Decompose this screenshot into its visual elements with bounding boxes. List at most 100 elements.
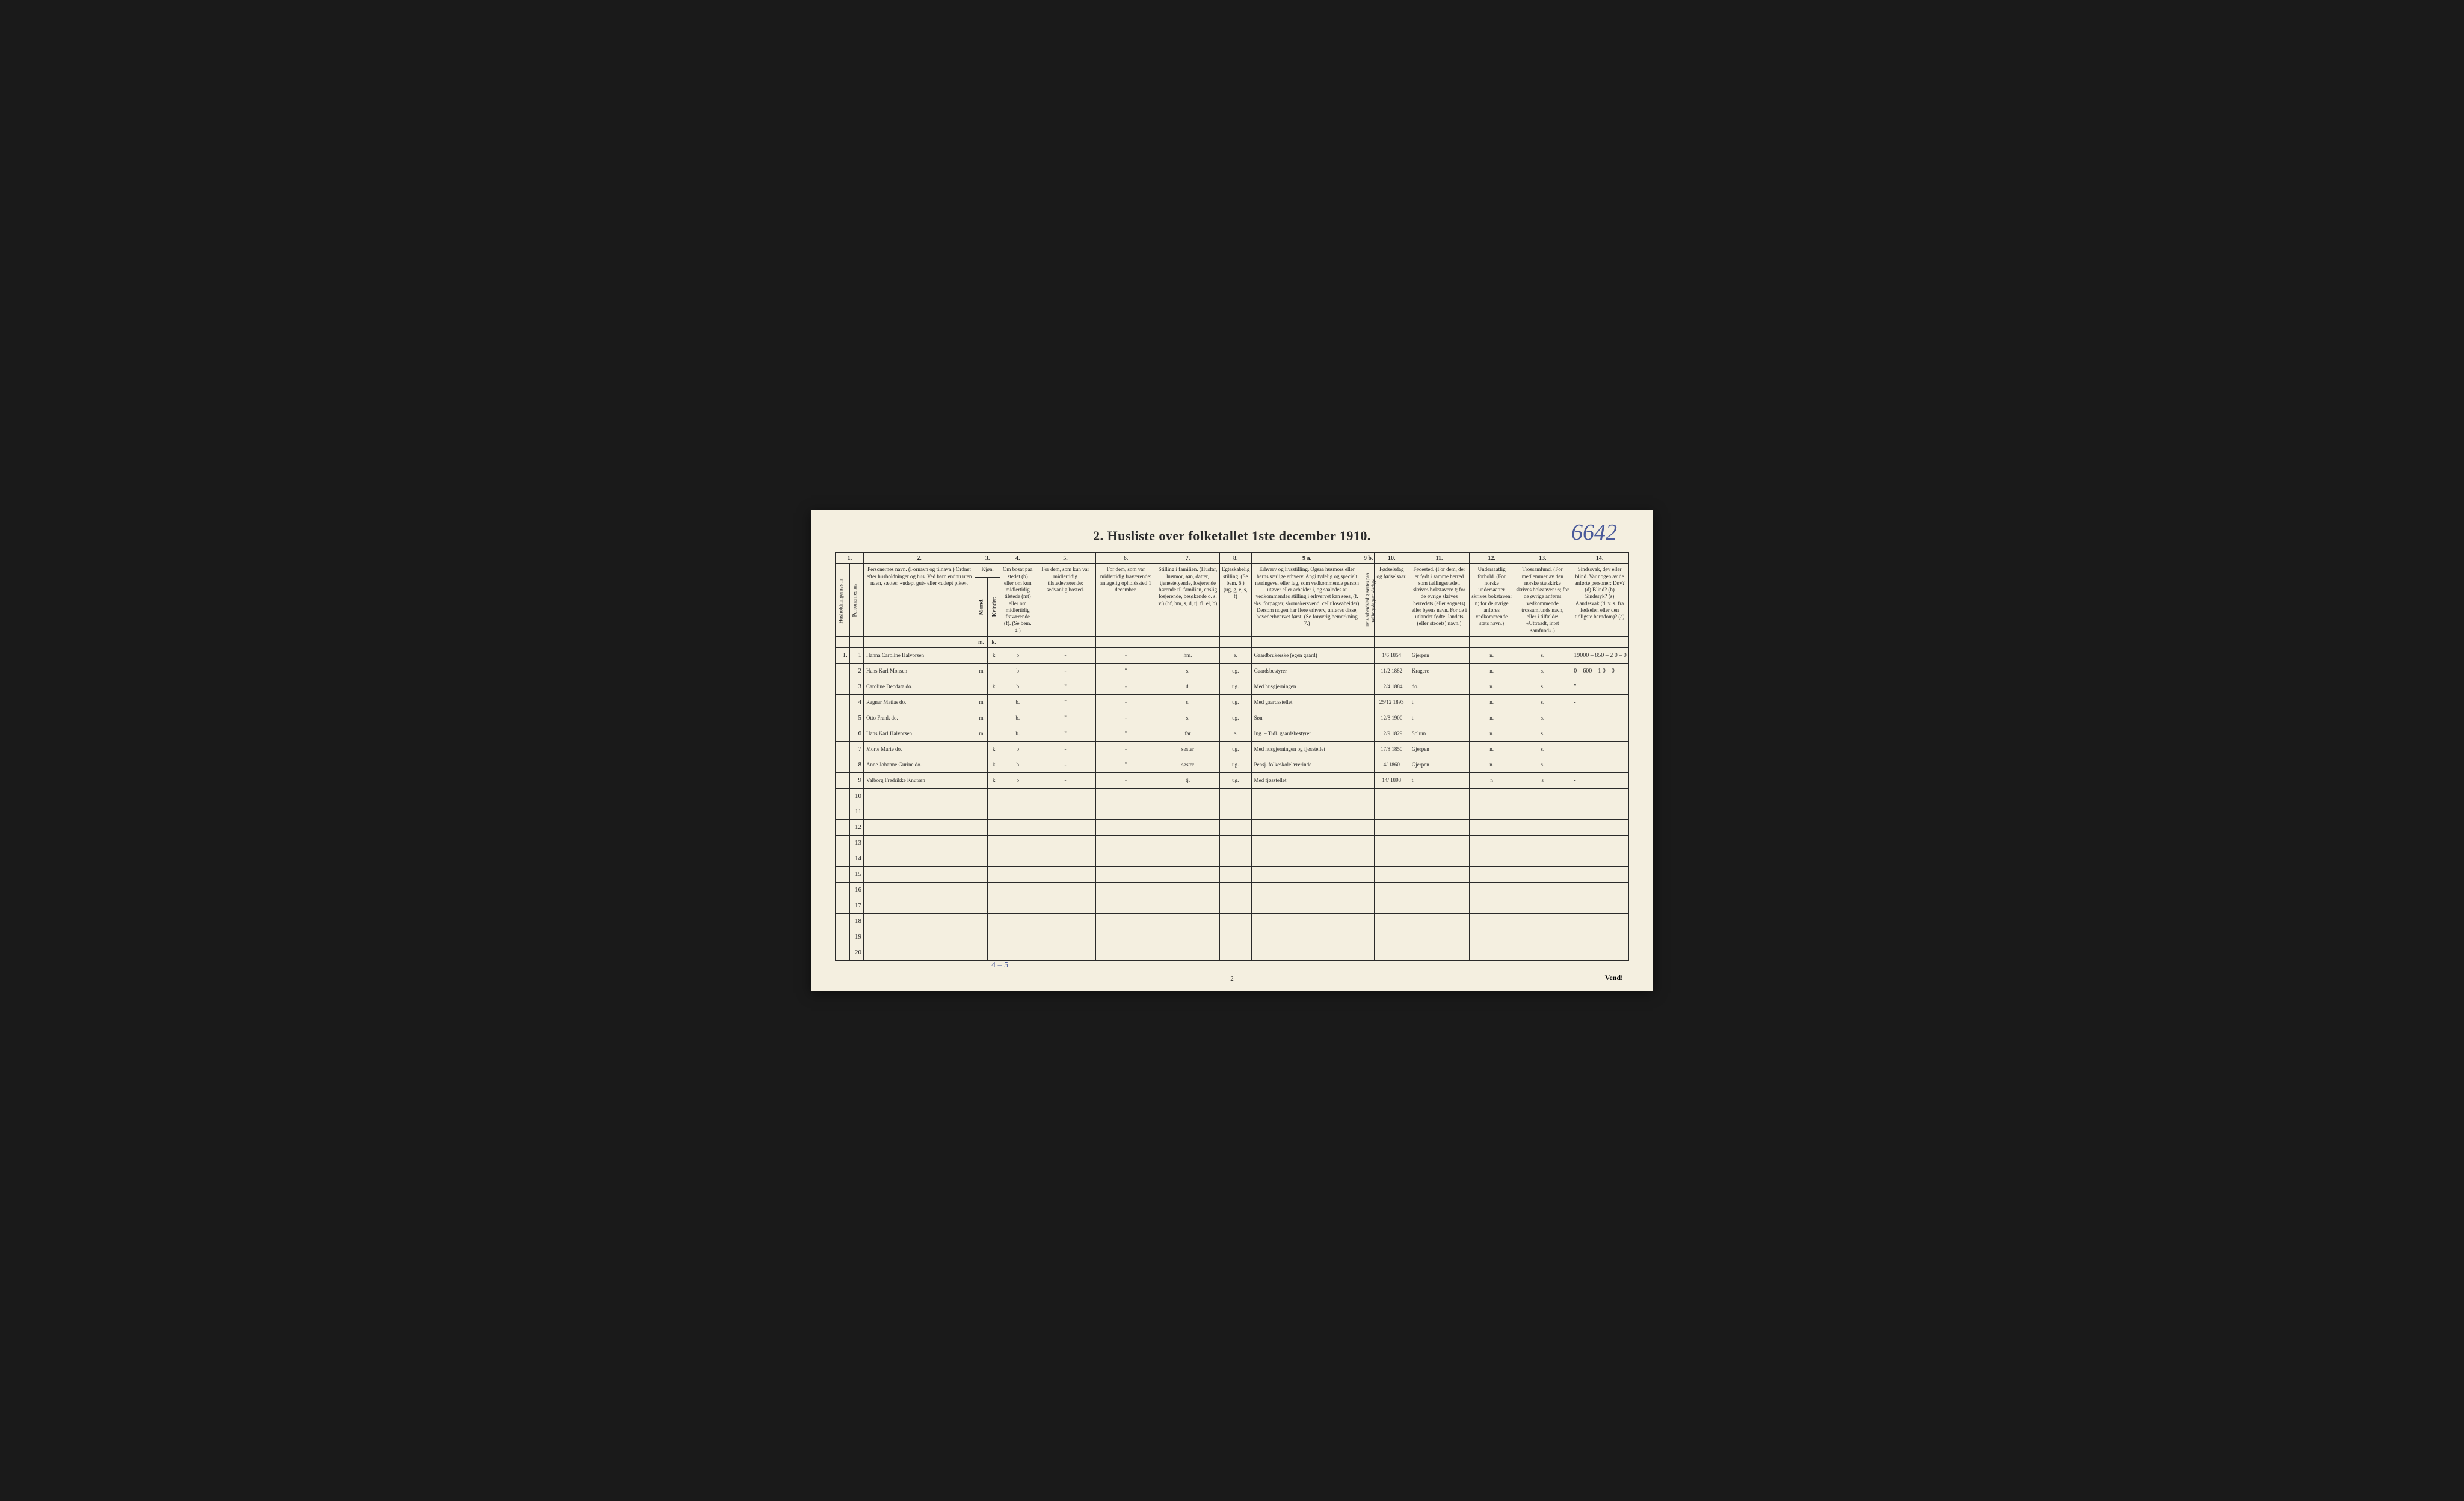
cell-household-nr: [836, 851, 849, 866]
cell-male: [975, 772, 987, 788]
cell-occupation: Gaardbrukerske (egen gaard): [1251, 647, 1363, 663]
cell-temp-present: -: [1035, 647, 1095, 663]
cell-disability: ": [1571, 679, 1628, 694]
table-row-empty: 13: [836, 835, 1628, 851]
cell-household-nr: [836, 694, 849, 710]
cell-religion: s.: [1514, 757, 1571, 772]
page-number-bottom: 2: [1230, 975, 1234, 982]
cell-temp-present: -: [1035, 741, 1095, 757]
cell-household-nr: [836, 929, 849, 945]
cell-family-pos: s.: [1156, 710, 1220, 726]
cell-nationality: n.: [1470, 694, 1514, 710]
cell-dob: 12/8 1900: [1374, 710, 1409, 726]
cell-occupation: Søn: [1251, 710, 1363, 726]
cell-household-nr: [836, 945, 849, 960]
cell-household-nr: [836, 804, 849, 819]
cell-household-nr: [836, 663, 849, 679]
hdr-religion: Trossamfund. (For medlemmer av den norsk…: [1514, 564, 1571, 637]
cell-name: Caroline Deodata do.: [864, 679, 975, 694]
cell-temp-absent: ": [1095, 757, 1156, 772]
cell-male: [975, 647, 987, 663]
cell-occupation: Pensj. folkeskolelærerinde: [1251, 757, 1363, 772]
cell-marital: ug.: [1219, 694, 1251, 710]
hdr-sex: Kjøn.: [975, 564, 1000, 577]
cell-occupation: Med husgjerningen og fjøsstellet: [1251, 741, 1363, 757]
cell-female: [988, 663, 1000, 679]
cell-name: Hanna Caroline Halvorsen: [864, 647, 975, 663]
cell-religion: s.: [1514, 741, 1571, 757]
cell-temp-absent: -: [1095, 694, 1156, 710]
cell-birthplace: Gjerpen: [1409, 647, 1469, 663]
cell-unemployed: [1363, 741, 1374, 757]
cell-unemployed: [1363, 647, 1374, 663]
cell-name: Otto Frank do.: [864, 710, 975, 726]
cell-dob: 25/12 1893: [1374, 694, 1409, 710]
cell-male: m: [975, 710, 987, 726]
cell-household-nr: [836, 726, 849, 741]
table-row-empty: 20: [836, 945, 1628, 960]
cell-person-nr: 3: [849, 679, 863, 694]
cell-temp-absent: ": [1095, 726, 1156, 741]
colnum-9a: 9 a.: [1251, 553, 1363, 564]
table-row-empty: 10: [836, 788, 1628, 804]
cell-family-pos: søster: [1156, 757, 1220, 772]
cell-unemployed: [1363, 694, 1374, 710]
colnum-12: 12.: [1470, 553, 1514, 564]
cell-marital: ug.: [1219, 679, 1251, 694]
cell-family-pos: far: [1156, 726, 1220, 741]
table-row: 5Otto Frank do.mb."-s.ug.Søn12/8 1900t.n…: [836, 710, 1628, 726]
cell-household-nr: [836, 913, 849, 929]
cell-religion: s: [1514, 772, 1571, 788]
table-row-empty: 14: [836, 851, 1628, 866]
cell-occupation: Gaardsbestyrer: [1251, 663, 1363, 679]
cell-female: k: [988, 757, 1000, 772]
cell-person-nr: 12: [849, 819, 863, 835]
cell-temp-present: ": [1035, 694, 1095, 710]
cell-unemployed: [1363, 772, 1374, 788]
cell-residence: b: [1000, 663, 1035, 679]
cell-disability: [1571, 741, 1628, 757]
colnum-1: 1.: [836, 553, 864, 564]
cell-nationality: n.: [1470, 647, 1514, 663]
cell-residence: b: [1000, 741, 1035, 757]
cell-person-nr: 14: [849, 851, 863, 866]
header-row: Husholdningernes nr. Personernes nr. Per…: [836, 564, 1628, 577]
cell-male: [975, 757, 987, 772]
cell-residence: b.: [1000, 726, 1035, 741]
table-row: 6Hans Karl Halvorsenmb.""fare.Ing. – Tid…: [836, 726, 1628, 741]
cell-name: Hans Karl Monsen: [864, 663, 975, 679]
table-row-empty: 11: [836, 804, 1628, 819]
cell-temp-present: -: [1035, 772, 1095, 788]
cell-person-nr: 16: [849, 882, 863, 898]
cell-female: k: [988, 679, 1000, 694]
cell-residence: b: [1000, 647, 1035, 663]
cell-person-nr: 6: [849, 726, 863, 741]
cell-birthplace: Kragerø: [1409, 663, 1469, 679]
cell-occupation: Ing. – Tidl. gaardsbestyrer: [1251, 726, 1363, 741]
cell-birthplace: Solum: [1409, 726, 1469, 741]
cell-name: Hans Karl Halvorsen: [864, 726, 975, 741]
cell-marital: ug.: [1219, 663, 1251, 679]
cell-household-nr: [836, 679, 849, 694]
cell-dob: 14/ 1893: [1374, 772, 1409, 788]
hdr-nationality: Undersaatlig forhold. (For norske unders…: [1470, 564, 1514, 637]
cell-dob: 17/8 1850: [1374, 741, 1409, 757]
cell-temp-absent: ": [1095, 663, 1156, 679]
cell-religion: s.: [1514, 663, 1571, 679]
cell-dob: 11/2 1882: [1374, 663, 1409, 679]
cell-person-nr: 10: [849, 788, 863, 804]
cell-religion: s.: [1514, 710, 1571, 726]
cell-nationality: n.: [1470, 757, 1514, 772]
cell-dob: 1/6 1854: [1374, 647, 1409, 663]
cell-temp-absent: -: [1095, 710, 1156, 726]
cell-person-nr: 11: [849, 804, 863, 819]
cell-household-nr: [836, 866, 849, 882]
cell-person-nr: 13: [849, 835, 863, 851]
cell-household-nr: [836, 882, 849, 898]
cell-name: Valborg Fredrikke Knutsen: [864, 772, 975, 788]
cell-disability: -: [1571, 710, 1628, 726]
cell-temp-absent: -: [1095, 679, 1156, 694]
colnum-7: 7.: [1156, 553, 1220, 564]
cell-religion: s.: [1514, 679, 1571, 694]
lbl-k: k.: [988, 636, 1000, 647]
